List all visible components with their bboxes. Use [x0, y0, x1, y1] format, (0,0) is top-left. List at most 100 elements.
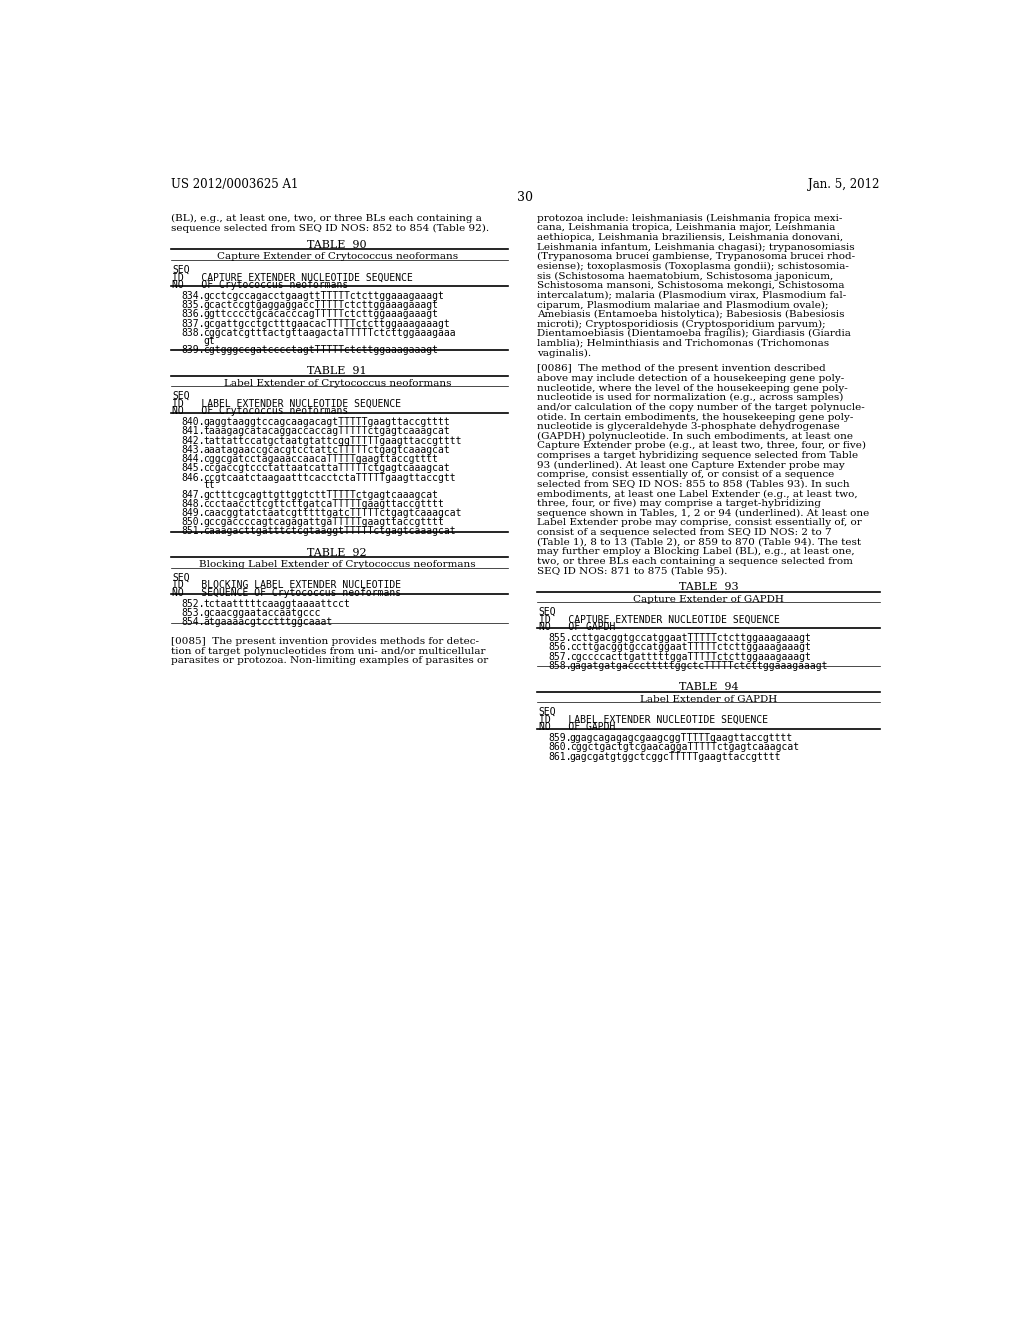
Text: 859.: 859.: [548, 733, 571, 743]
Text: Dientamoebiasis (Dientamoeba fragilis); Giardiasis (Giardia: Dientamoebiasis (Dientamoeba fragilis); …: [538, 330, 851, 338]
Text: 840.: 840.: [181, 417, 205, 428]
Text: cgtgggccgatcccctagtTTTTTctcttggaaagaaagt: cgtgggccgatcccctagtTTTTTctcttggaaagaaagt: [203, 345, 438, 355]
Text: tt: tt: [203, 480, 215, 490]
Text: ID   LABEL EXTENDER NUCLEOTIDE SEQUENCE: ID LABEL EXTENDER NUCLEOTIDE SEQUENCE: [172, 399, 401, 409]
Text: sis (Schistosoma haematobium, Schistosoma japonicum,: sis (Schistosoma haematobium, Schistosom…: [538, 272, 834, 281]
Text: parasites or protozoa. Non-limiting examples of parasites or: parasites or protozoa. Non-limiting exam…: [171, 656, 487, 665]
Text: Schistosoma mansoni, Schistosoma mekongi, Schistosoma: Schistosoma mansoni, Schistosoma mekongi…: [538, 281, 845, 290]
Text: sequence selected from SEQ ID NOS: 852 to 854 (Table 92).: sequence selected from SEQ ID NOS: 852 t…: [171, 224, 488, 232]
Text: gcctcgccagacctgaagttTTTTTctcttggaaagaaagt: gcctcgccagacctgaagttTTTTTctcttggaaagaaag…: [203, 290, 444, 301]
Text: Blocking Label Extender of Crytococcus neoformans: Blocking Label Extender of Crytococcus n…: [199, 561, 475, 569]
Text: ccttgacggtgccatggaatTTTTTctcttggaaagaaagt: ccttgacggtgccatggaatTTTTTctcttggaaagaaag…: [569, 634, 811, 643]
Text: 855.: 855.: [548, 634, 571, 643]
Text: TABLE  90: TABLE 90: [307, 240, 367, 249]
Text: ID   CAPTURE EXTENDER NUCLEOTIDE SEQUENCE: ID CAPTURE EXTENDER NUCLEOTIDE SEQUENCE: [172, 272, 413, 282]
Text: gaggtaaggtccagcaagacagtTTTTTgaagttaccgtttt: gaggtaaggtccagcaagacagtTTTTTgaagttaccgtt…: [203, 417, 450, 428]
Text: nucleotide, where the level of the housekeeping gene poly-: nucleotide, where the level of the house…: [538, 384, 848, 392]
Text: vaginalis).: vaginalis).: [538, 348, 591, 358]
Text: Leishmania infantum, Leishmania chagasi); trypanosomiasis: Leishmania infantum, Leishmania chagasi)…: [538, 243, 855, 252]
Text: SEQ ID NOS: 871 to 875 (Table 95).: SEQ ID NOS: 871 to 875 (Table 95).: [538, 566, 728, 576]
Text: 835.: 835.: [181, 300, 205, 310]
Text: TABLE  94: TABLE 94: [679, 682, 738, 693]
Text: aethiopica, Leishmania braziliensis, Leishmania donovani,: aethiopica, Leishmania braziliensis, Lei…: [538, 234, 844, 242]
Text: intercalatum); malaria (Plasmodium virax, Plasmodium fal-: intercalatum); malaria (Plasmodium virax…: [538, 290, 847, 300]
Text: NO   OF GAPDH: NO OF GAPDH: [539, 622, 615, 632]
Text: NO   SEQUENCE OF Crytococcus neoformans: NO SEQUENCE OF Crytococcus neoformans: [172, 589, 401, 598]
Text: ID   LABEL EXTENDER NUCLEOTIDE SEQUENCE: ID LABEL EXTENDER NUCLEOTIDE SEQUENCE: [539, 714, 768, 725]
Text: Amebiasis (Entamoeba histolytica); Babesiosis (Babesiosis: Amebiasis (Entamoeba histolytica); Babes…: [538, 310, 845, 319]
Text: ggttcccctgcacacccagTTTTTctcttggaaagaaagt: ggttcccctgcacacccagTTTTTctcttggaaagaaagt: [203, 309, 438, 319]
Text: may further employ a Blocking Label (BL), e.g., at least one,: may further employ a Blocking Label (BL)…: [538, 548, 855, 556]
Text: Label Extender of GAPDH: Label Extender of GAPDH: [640, 694, 777, 704]
Text: 849.: 849.: [181, 508, 205, 517]
Text: 856.: 856.: [548, 643, 571, 652]
Text: Capture Extender probe (e.g., at least two, three, four, or five): Capture Extender probe (e.g., at least t…: [538, 441, 866, 450]
Text: 841.: 841.: [181, 426, 205, 437]
Text: TABLE  91: TABLE 91: [307, 367, 367, 376]
Text: caaagacttgatttctcgtaaggtTTTTTctgagtcaaagcat: caaagacttgatttctcgtaaggtTTTTTctgagtcaaag…: [203, 527, 456, 536]
Text: gcactccgtgaggaggaccTTTTTctcttggaaagaaagt: gcactccgtgaggaggaccTTTTTctcttggaaagaaagt: [203, 300, 438, 310]
Text: cggctgactgtcgaacaggaTTTTTctgagtcaaagcat: cggctgactgtcgaacaggaTTTTTctgagtcaaagcat: [569, 742, 799, 752]
Text: and/or calculation of the copy number of the target polynucle-: and/or calculation of the copy number of…: [538, 403, 865, 412]
Text: Label Extender probe may comprise, consist essentially of, or: Label Extender probe may comprise, consi…: [538, 519, 862, 528]
Text: caacggtatctaatcgtttttgatcTTTTTctgagtcaaagcat: caacggtatctaatcgtttttgatcTTTTTctgagtcaaa…: [203, 508, 462, 517]
Text: three, four, or five) may comprise a target-hybridizing: three, four, or five) may comprise a tar…: [538, 499, 821, 508]
Text: Capture Extender of Crytococcus neoformans: Capture Extender of Crytococcus neoforma…: [217, 252, 458, 261]
Text: Capture Extender of GAPDH: Capture Extender of GAPDH: [633, 594, 784, 603]
Text: lamblia); Helminthiasis and Trichomonas (Trichomonas: lamblia); Helminthiasis and Trichomonas …: [538, 339, 829, 348]
Text: 852.: 852.: [181, 599, 205, 609]
Text: ggagcagagagcgaagcggTTTTTgaagttaccgtttt: ggagcagagagcgaagcggTTTTTgaagttaccgtttt: [569, 733, 793, 743]
Text: tion of target polynucleotides from uni- and/or multicellular: tion of target polynucleotides from uni-…: [171, 647, 485, 656]
Text: [0085]  The present invention provides methods for detec-: [0085] The present invention provides me…: [171, 638, 478, 647]
Text: comprise, consist essentially of, or consist of a sequence: comprise, consist essentially of, or con…: [538, 470, 835, 479]
Text: above may include detection of a housekeeping gene poly-: above may include detection of a houseke…: [538, 374, 845, 383]
Text: two, or three BLs each containing a sequence selected from: two, or three BLs each containing a sequ…: [538, 557, 853, 566]
Text: gcgattgcctgctttgaacacTTTTTctcttggaaagaaagt: gcgattgcctgctttgaacacTTTTTctcttggaaagaaa…: [203, 318, 450, 329]
Text: (BL), e.g., at least one, two, or three BLs each containing a: (BL), e.g., at least one, two, or three …: [171, 214, 481, 223]
Text: cggcgatcctagaaaccaacaTTTTTgaagttaccgtttt: cggcgatcctagaaaccaacaTTTTTgaagttaccgtttt: [203, 454, 438, 465]
Text: aaatagaaccgcacgtcctattcTTTTTctgagtcaaagcat: aaatagaaccgcacgtcctattcTTTTTctgagtcaaagc…: [203, 445, 450, 455]
Text: 30: 30: [517, 191, 532, 203]
Text: embodiments, at least one Label Extender (e.g., at least two,: embodiments, at least one Label Extender…: [538, 490, 858, 499]
Text: 851.: 851.: [181, 527, 205, 536]
Text: 860.: 860.: [548, 742, 571, 752]
Text: microti); Cryptosporidiosis (Cryptosporidium parvum);: microti); Cryptosporidiosis (Cryptospori…: [538, 319, 825, 329]
Text: NO   OF GAPDH: NO OF GAPDH: [539, 722, 615, 733]
Text: tattattccatgctaatgtattcggTTTTTgaagttaccgtttt: tattattccatgctaatgtattcggTTTTTgaagttaccg…: [203, 436, 462, 446]
Text: cgccccacttgatttttggaTTTTTctcttggaaagaaagt: cgccccacttgatttttggaTTTTTctcttggaaagaaag…: [569, 652, 811, 661]
Text: 843.: 843.: [181, 445, 205, 455]
Text: 861.: 861.: [548, 751, 571, 762]
Text: SEQ: SEQ: [172, 573, 189, 582]
Text: 846.: 846.: [181, 473, 205, 483]
Text: 845.: 845.: [181, 463, 205, 474]
Text: NO   OF Crytococcus neoformans: NO OF Crytococcus neoformans: [172, 407, 348, 416]
Text: protozoa include: leishmaniasis (Leishmania fropica mexi-: protozoa include: leishmaniasis (Leishma…: [538, 214, 843, 223]
Text: gt: gt: [203, 335, 215, 346]
Text: 854.: 854.: [181, 618, 205, 627]
Text: gcaacggaataccaatgccc: gcaacggaataccaatgccc: [203, 609, 321, 618]
Text: ID   BLOCKING LABEL EXTENDER NUCLEOTIDE: ID BLOCKING LABEL EXTENDER NUCLEOTIDE: [172, 581, 401, 590]
Text: gagatgatgaccctttttggctcTTTTTctcttggaaagaaagt: gagatgatgaccctttttggctcTTTTTctcttggaaaga…: [569, 661, 828, 671]
Text: selected from SEQ ID NOS: 855 to 858 (Tables 93). In such: selected from SEQ ID NOS: 855 to 858 (Ta…: [538, 480, 850, 488]
Text: atgaaaacgtcctttggcaaat: atgaaaacgtcctttggcaaat: [203, 618, 333, 627]
Text: gccgaccccagtcagagattgaTTTTTgaagttaccgtttt: gccgaccccagtcagagattgaTTTTTgaagttaccgttt…: [203, 517, 444, 527]
Text: SEQ: SEQ: [172, 391, 189, 401]
Text: (Trypanosoma brucei gambiense, Trypanosoma brucei rhod-: (Trypanosoma brucei gambiense, Trypanoso…: [538, 252, 855, 261]
Text: gagcgatgtggctcggcTTTTTgaagttaccgtttt: gagcgatgtggctcggcTTTTTgaagttaccgtttt: [569, 751, 781, 762]
Text: 847.: 847.: [181, 490, 205, 499]
Text: 842.: 842.: [181, 436, 205, 446]
Text: sequence shown in Tables, 1, 2 or 94 (underlined). At least one: sequence shown in Tables, 1, 2 or 94 (un…: [538, 508, 869, 517]
Text: nucleotide is used for normalization (e.g., across samples): nucleotide is used for normalization (e.…: [538, 393, 844, 403]
Text: 834.: 834.: [181, 290, 205, 301]
Text: Jan. 5, 2012: Jan. 5, 2012: [808, 178, 879, 190]
Text: 839.: 839.: [181, 345, 205, 355]
Text: TABLE  92: TABLE 92: [307, 548, 367, 558]
Text: ccgtcaatctaagaatttcacctctaTTTTTgaagttaccgtt: ccgtcaatctaagaatttcacctctaTTTTTgaagttacc…: [203, 473, 456, 483]
Text: 93 (underlined). At least one Capture Extender probe may: 93 (underlined). At least one Capture Ex…: [538, 461, 845, 470]
Text: SEQ: SEQ: [539, 708, 556, 717]
Text: 857.: 857.: [548, 652, 571, 661]
Text: 853.: 853.: [181, 609, 205, 618]
Text: 838.: 838.: [181, 327, 205, 338]
Text: 837.: 837.: [181, 318, 205, 329]
Text: nucleotide is glyceraldehyde 3-phosphate dehydrogenase: nucleotide is glyceraldehyde 3-phosphate…: [538, 422, 840, 432]
